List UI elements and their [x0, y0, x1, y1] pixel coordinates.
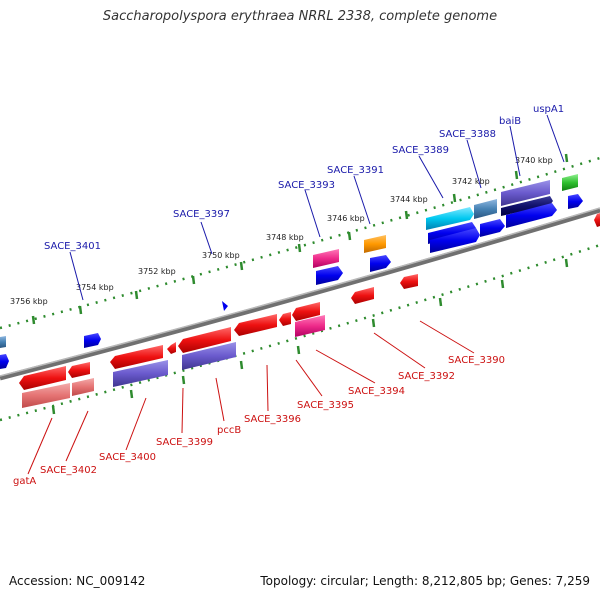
gene-label[interactable]: SACE_3393 — [278, 180, 335, 191]
gene-arrow[interactable] — [19, 366, 66, 390]
top-label-leaders — [69, 114, 565, 301]
gene-arrow[interactable] — [279, 312, 291, 326]
lower-major-ticks — [51, 258, 569, 415]
gene-arrow[interactable] — [292, 302, 320, 321]
gene-arrow[interactable] — [234, 314, 277, 336]
gene-label[interactable]: baiB — [499, 116, 521, 127]
gene-label[interactable]: SACE_3394 — [348, 386, 405, 397]
gene-arrow[interactable] — [295, 315, 325, 337]
top-strand-features — [0, 174, 583, 369]
gene-arrow[interactable] — [0, 354, 9, 369]
kbp-label: 3752 kbp — [138, 267, 176, 276]
gene-label[interactable]: SACE_3399 — [156, 437, 213, 448]
gene-arrow[interactable] — [480, 219, 505, 237]
gene-label[interactable]: uspA1 — [533, 104, 564, 115]
gene-label[interactable]: SACE_3389 — [392, 145, 449, 156]
gene-arrow[interactable] — [501, 180, 550, 206]
gene-label[interactable]: gatA — [13, 476, 36, 487]
gene-label[interactable]: SACE_3395 — [297, 400, 354, 411]
kbp-label: 3754 kbp — [76, 283, 114, 292]
kbp-label: 3748 kbp — [266, 233, 304, 242]
backbone-highlight — [0, 207, 600, 377]
gene-label[interactable]: SACE_3401 — [44, 241, 101, 252]
gene-arrow[interactable] — [506, 203, 557, 228]
bottom-label-leaders — [27, 320, 475, 475]
gene-label[interactable]: SACE_3397 — [173, 209, 230, 220]
genome-summary-text: Topology: circular; Length: 8,212,805 bp… — [260, 574, 590, 588]
gene-arrow[interactable] — [110, 345, 163, 369]
gene-label[interactable]: SACE_3392 — [398, 371, 455, 382]
top-gene-labels: SACE_3401 SACE_3397 SACE_3393 SACE_3391 … — [44, 104, 564, 252]
upper-major-ticks — [31, 153, 569, 325]
gene-arrow[interactable] — [370, 255, 391, 272]
gene-arrow[interactable] — [167, 342, 176, 354]
map-title: Saccharopolyspora erythraea NRRL 2338, c… — [102, 9, 498, 24]
bottom-strand-features — [19, 213, 600, 408]
gene-arrow[interactable] — [72, 378, 94, 396]
kbp-label: 3744 kbp — [390, 195, 428, 204]
gene-label[interactable]: SACE_3390 — [448, 355, 505, 366]
kbp-label: 3756 kbp — [10, 297, 48, 306]
gene-arrow[interactable] — [316, 266, 343, 285]
gene-label[interactable]: SACE_3400 — [99, 452, 156, 463]
accession-text: Accession: NC_009142 — [9, 574, 146, 588]
kbp-label: 3742 kbp — [452, 177, 490, 186]
gene-arrow[interactable] — [364, 235, 386, 253]
gene-arrow[interactable] — [568, 194, 583, 209]
gene-arrow[interactable] — [351, 287, 374, 304]
kbp-labels: 3756 kbp 3754 kbp 3752 kbp 3750 kbp 3748… — [10, 156, 553, 306]
gene-arrow[interactable] — [68, 362, 90, 378]
gene-arrow[interactable] — [562, 174, 578, 191]
gene-arrow[interactable] — [182, 342, 236, 370]
gene-arrow[interactable] — [222, 301, 228, 311]
gene-arrow[interactable] — [426, 207, 474, 230]
gene-arrow[interactable] — [501, 196, 553, 216]
gene-label[interactable]: SACE_3402 — [40, 465, 97, 476]
gene-label[interactable]: pccB — [217, 425, 241, 436]
gene-arrow[interactable] — [178, 327, 231, 353]
gene-arrow[interactable] — [400, 274, 418, 289]
gene-label[interactable]: SACE_3396 — [244, 414, 301, 425]
gene-arrow[interactable] — [113, 360, 168, 387]
gene-arrow[interactable] — [0, 336, 6, 348]
kbp-label: 3740 kbp — [515, 156, 553, 165]
gene-label[interactable]: SACE_3388 — [439, 129, 496, 140]
genome-backbone — [0, 207, 600, 381]
gene-arrow[interactable] — [22, 383, 70, 408]
gene-arrow[interactable] — [594, 213, 600, 227]
gene-arrow[interactable] — [313, 249, 339, 268]
kbp-label: 3746 kbp — [327, 214, 365, 223]
gene-arrow[interactable] — [474, 199, 497, 219]
gene-label[interactable]: SACE_3391 — [327, 165, 384, 176]
gene-arrow[interactable] — [84, 333, 101, 348]
kbp-label: 3750 kbp — [202, 251, 240, 260]
gene-arrow[interactable] — [430, 228, 480, 253]
bottom-gene-labels: gatA SACE_3402 SACE_3400 SACE_3399 pccB … — [13, 355, 505, 487]
